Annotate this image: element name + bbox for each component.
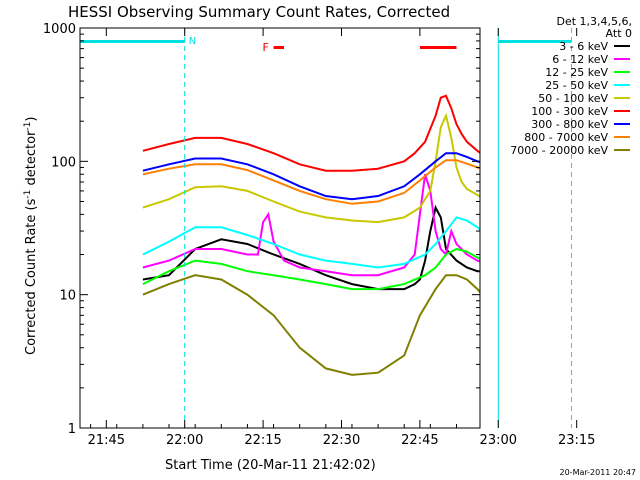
series-group xyxy=(142,94,480,376)
series-line-5 xyxy=(142,94,480,172)
series-line-2 xyxy=(142,247,480,291)
x-axis-label: Start Time (20-Mar-11 21:42:02) xyxy=(165,458,376,473)
series-line-6 xyxy=(142,152,480,201)
legend-label-4: 50 - 100 keV xyxy=(538,92,608,105)
flare-label: F xyxy=(263,41,269,54)
legend-label-6: 300 - 800 keV xyxy=(531,118,608,131)
series-line-4 xyxy=(142,112,480,224)
flare-bar-1 xyxy=(419,46,457,49)
legend-header-line-2: Att 0 xyxy=(606,27,632,40)
night-label: N xyxy=(189,36,196,47)
x-tick-label: 22:45 xyxy=(401,433,438,448)
series-line-7 xyxy=(142,159,480,205)
series-line-3 xyxy=(142,216,480,269)
y-axis-label: Corrected Count Rate (s-1 detector-1) xyxy=(23,117,39,355)
series-line-8 xyxy=(142,274,480,376)
legend-label-5: 100 - 300 keV xyxy=(531,105,608,118)
plot-area: N F 21:45 22:00 22:15 22:30 22:45 23:00 23:15 1 10… xyxy=(43,22,596,448)
legend-label-8: 7000 - 20000 keV xyxy=(510,144,608,157)
x-tick-label: 21:45 xyxy=(88,433,125,448)
x-tick-label: 23:15 xyxy=(558,433,595,448)
plot-frame xyxy=(79,27,481,429)
date-stamp: 20-Mar-2011 20:47 xyxy=(560,468,637,477)
y-tick-label: 1 xyxy=(68,422,76,437)
night-bar-0 xyxy=(80,40,185,43)
series-line-0 xyxy=(142,204,480,291)
legend-label-2: 12 - 25 keV xyxy=(545,66,608,79)
legend-label-1: 6 - 12 keV xyxy=(552,53,608,66)
x-tick-label: 22:30 xyxy=(323,433,360,448)
y-tick-label: 1000 xyxy=(43,22,76,37)
legend-label-7: 800 - 7000 keV xyxy=(524,131,608,144)
flare-bar-0 xyxy=(273,46,285,49)
legend-label-0: 3 - 6 keV xyxy=(559,40,608,53)
chart-title: HESSI Observing Summary Count Rates, Cor… xyxy=(68,3,450,21)
x-tick-label: 22:00 xyxy=(166,433,203,448)
y-tick-label: 100 xyxy=(51,155,76,170)
x-tick-label: 23:00 xyxy=(480,433,517,448)
series-line-1 xyxy=(142,174,480,277)
x-tick-label: 22:15 xyxy=(244,433,281,448)
night-bar-1 xyxy=(498,40,572,43)
legend-label-3: 25 - 50 keV xyxy=(545,79,608,92)
y-tick-label: 10 xyxy=(59,289,76,304)
legend-header-line-1: Det 1,3,4,5,6, xyxy=(556,15,632,28)
